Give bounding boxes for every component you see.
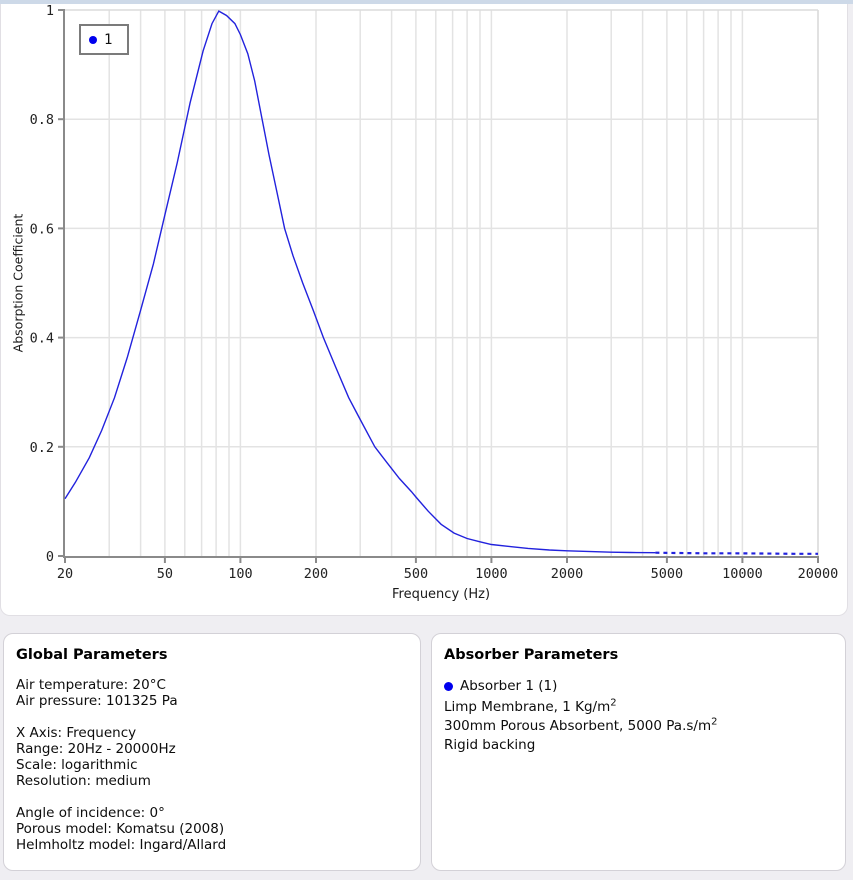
y-tick-label: 1 bbox=[46, 3, 54, 19]
absorber-series-dot-icon bbox=[444, 682, 453, 691]
absorber-parameters-title: Absorber Parameters bbox=[444, 647, 619, 663]
series-line bbox=[64, 10, 656, 554]
global-parameters-panel: Global Parameters Air temperature: 20°C … bbox=[3, 633, 421, 871]
x-tick-label: 100 bbox=[228, 566, 252, 582]
y-tick-label: 0.6 bbox=[30, 221, 54, 237]
y-tick-label: 0.8 bbox=[30, 112, 54, 128]
scale-setting: Scale: logarithmic bbox=[16, 757, 138, 773]
absorber-layer-membrane: Limp Membrane, 1 Kg/m2 bbox=[444, 697, 617, 715]
x-tick-label: 2000 bbox=[551, 566, 584, 582]
helmholtz-model-setting: Helmholtz model: Ingard/Allard bbox=[16, 837, 227, 853]
absorber-layer-porous: 300mm Porous Absorbent, 5000 Pa.s/m2 bbox=[444, 716, 718, 734]
air-pressure-value: Air pressure: 101325 Pa bbox=[16, 693, 178, 709]
x-tick-label: 20 bbox=[57, 566, 73, 582]
range-setting: Range: 20Hz - 20000Hz bbox=[16, 741, 176, 757]
x-tick-label: 200 bbox=[304, 566, 328, 582]
porous-model-setting: Porous model: Komatsu (2008) bbox=[16, 821, 225, 837]
global-params-group-air: Air temperature: 20°C Air pressure: 1013… bbox=[16, 677, 408, 709]
air-temperature-value: Air temperature: 20°C bbox=[16, 677, 166, 693]
chart-legend[interactable]: 1 bbox=[79, 24, 129, 55]
global-params-group-model: Angle of incidence: 0° Porous model: Kom… bbox=[16, 805, 408, 853]
top-divider-strip bbox=[0, 0, 853, 4]
global-parameters-title: Global Parameters bbox=[16, 647, 168, 663]
x-tick-label: 500 bbox=[404, 566, 428, 582]
angle-of-incidence-setting: Angle of incidence: 0° bbox=[16, 805, 165, 821]
legend-series-label: 1 bbox=[104, 31, 113, 48]
absorption-chart: 20 50 100 200 500 1000 2000 5000 10000 20000 0 0.2 0… bbox=[30, 3, 839, 582]
series-line-dashed bbox=[655, 551, 818, 555]
resolution-setting: Resolution: medium bbox=[16, 773, 151, 789]
y-tick-label: 0.4 bbox=[30, 331, 54, 347]
x-axis-title: Frequency (Hz) bbox=[391, 587, 491, 602]
absorber-legend-row[interactable]: Absorber 1 (1) bbox=[444, 677, 833, 696]
legend-series-dot bbox=[89, 35, 97, 44]
x-tick-label: 5000 bbox=[651, 566, 684, 582]
x-tick-label: 1000 bbox=[475, 566, 508, 582]
x-axis-setting: X Axis: Frequency bbox=[16, 725, 137, 741]
absorber-layer-backing: Rigid backing bbox=[444, 737, 536, 753]
x-tick-label: 50 bbox=[157, 566, 173, 582]
absorber-parameters-panel: Absorber Parameters Absorber 1 (1) Limp … bbox=[431, 633, 846, 871]
absorber-name: Absorber 1 (1) bbox=[460, 678, 558, 694]
y-tick-label: 0.2 bbox=[30, 440, 54, 456]
x-tick-label: 10000 bbox=[722, 566, 763, 582]
y-tick-label: 0 bbox=[46, 549, 54, 565]
global-params-group-axis: X Axis: Frequency Range: 20Hz - 20000Hz … bbox=[16, 725, 408, 789]
y-axis-title: Absorption Coefficient bbox=[10, 213, 26, 353]
x-tick-label: 20000 bbox=[798, 566, 839, 582]
